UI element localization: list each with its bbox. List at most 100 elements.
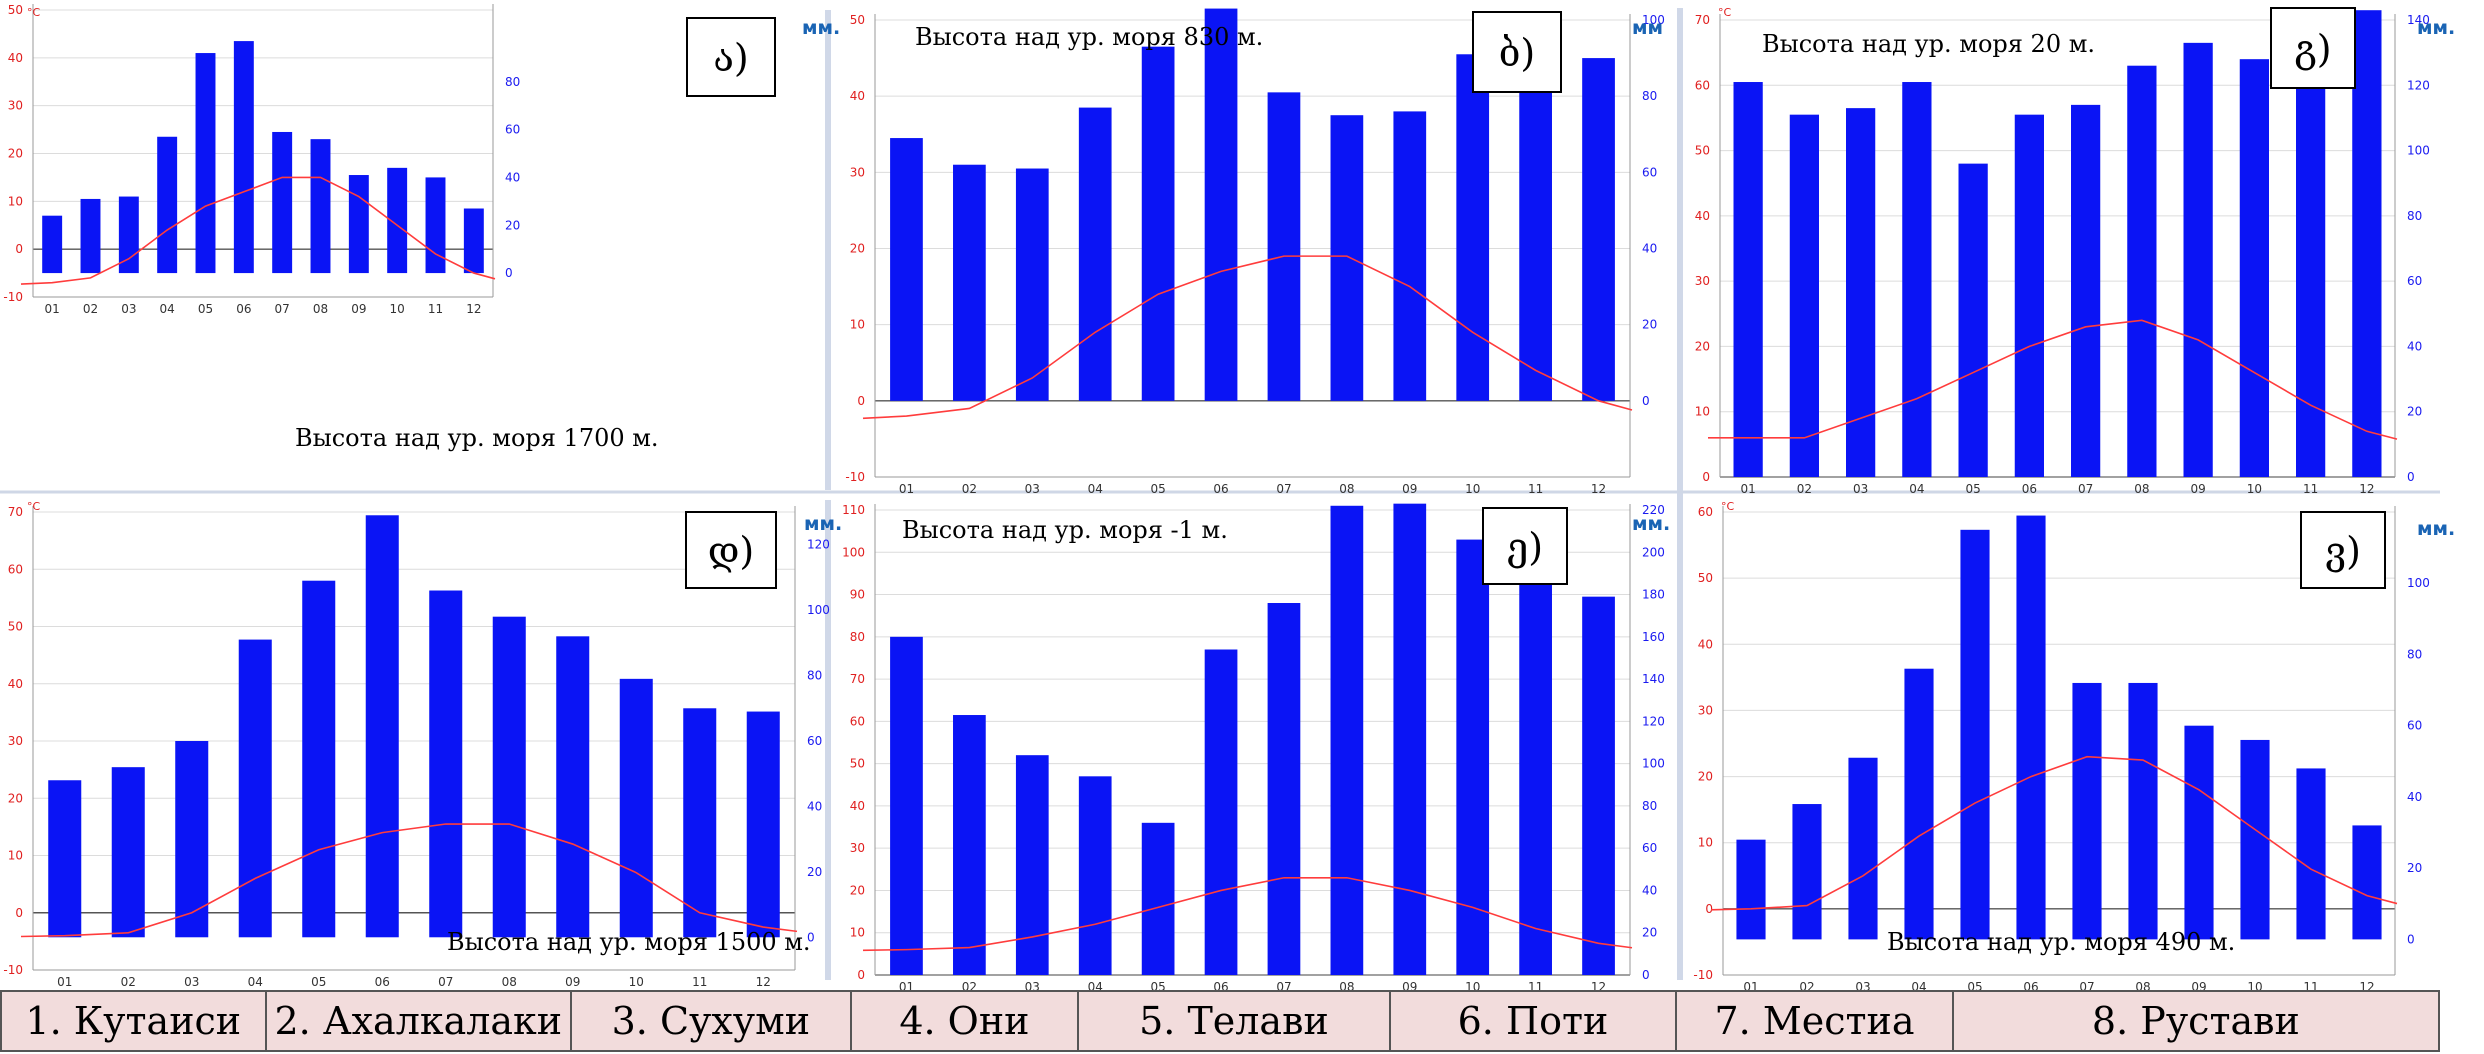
y-right-unit: мм.	[802, 17, 840, 39]
x-tick-label: 04	[1909, 482, 1924, 496]
precipitation-bar	[1789, 114, 1819, 478]
y-right-tick-label: 180	[1642, 588, 1665, 602]
legend-item: 3. Сухуми	[572, 992, 852, 1050]
climate-chart: -10 0 10 20 30 40 50 0 20 40 60 80 01 02 03 04 05 06 07 08 0…	[3, 3, 840, 452]
precipitation-bar	[348, 175, 369, 274]
y-left-tick-label: 30	[8, 734, 23, 748]
temperature-line	[1710, 755, 2398, 911]
elevation-annotation: Высота над ур. моря 20 м.	[1762, 30, 2095, 58]
city-legend: 1. Кутаиси 2. Ахалкалаки 3. Сухуми 4. Он…	[0, 990, 2440, 1052]
y-left-tick-label: 0	[15, 242, 23, 256]
precipitation-bar	[1015, 168, 1049, 401]
y-right-tick-label: 20	[2407, 861, 2422, 875]
y-left-tick-label: 40	[850, 89, 865, 103]
x-tick-label: 09	[2190, 482, 2205, 496]
precipitation-bar	[890, 636, 923, 975]
precipitation-bar	[157, 136, 178, 274]
y-left-tick-label: 40	[1698, 637, 1713, 651]
y-right-tick-label: 60	[2407, 274, 2422, 288]
y-left-tick-label: 60	[8, 562, 23, 576]
x-tick-label: 09	[351, 302, 366, 316]
x-tick-label: 02	[83, 302, 98, 316]
y-right-tick-label: 200	[1642, 545, 1665, 559]
chart-badge-label: ე)	[1507, 525, 1543, 569]
y-left-tick-label: 20	[850, 883, 865, 897]
y-left-tick-label: 20	[1698, 770, 1713, 784]
y-left-tick-label: 60	[1695, 78, 1710, 92]
y-right-unit: мм.	[804, 513, 842, 535]
y-right-tick-label: 60	[807, 734, 822, 748]
y-right-unit: мм	[1632, 17, 1663, 39]
precipitation-bar	[556, 636, 590, 938]
y-right-tick-label: 0	[2407, 932, 2415, 946]
precipitation-bar	[1015, 755, 1049, 975]
y-left-tick-label: 20	[8, 791, 23, 805]
x-tick-label: 03	[1025, 482, 1040, 496]
x-tick-label: 04	[160, 302, 175, 316]
y-left-tick-label: 30	[1695, 274, 1710, 288]
y-right-tick-label: 40	[1642, 883, 1657, 897]
climate-chart: -10 0 10 20 30 40 50 60 70 0 20 40 60 80 100 120 01 02 03 0…	[3, 500, 842, 989]
precipitation-bar	[1141, 822, 1175, 975]
legend-item: 4. Они	[852, 992, 1080, 1050]
y-right-tick-label: 80	[1642, 799, 1657, 813]
x-tick-label: 01	[57, 975, 72, 989]
precipitation-bar	[1960, 529, 1990, 940]
y-right-tick-label: 100	[1642, 757, 1665, 771]
x-tick-label: 02	[962, 482, 977, 496]
x-tick-label: 01	[899, 482, 914, 496]
precipitation-bar	[1456, 54, 1490, 401]
y-right-tick-label: 60	[505, 123, 520, 137]
y-left-tick-label: 40	[850, 799, 865, 813]
y-right-tick-label: 0	[1642, 968, 1650, 982]
precipitation-bar	[387, 167, 408, 274]
climate-chart: -10 0 10 20 30 40 50 0 20 40 60 80 100 01 02 03 04 05 06 07…	[845, 8, 1665, 496]
y-left-tick-label: 50	[850, 13, 865, 27]
y-left-tick-label: 50	[8, 620, 23, 634]
y-right-tick-label: 220	[1642, 503, 1665, 517]
precipitation-bar	[429, 590, 463, 938]
y-left-tick-label: 0	[857, 394, 865, 408]
y-left-unit: °C	[1718, 6, 1732, 19]
precipitation-bar	[272, 131, 293, 274]
precipitation-bar	[365, 515, 399, 938]
chart-badge	[1482, 507, 1568, 585]
precipitation-bar	[2183, 42, 2213, 477]
legend-item: 7. Местиа	[1677, 992, 1954, 1050]
x-tick-label: 06	[375, 975, 390, 989]
y-left-tick-label: 50	[8, 3, 23, 17]
x-tick-label: 02	[1797, 482, 1812, 496]
y-left-tick-label: 50	[850, 757, 865, 771]
precipitation-bar	[492, 616, 526, 938]
y-right-tick-label: 0	[505, 266, 513, 280]
precipitation-bar	[1519, 564, 1552, 975]
x-tick-label: 12	[466, 302, 481, 316]
x-tick-label: 03	[1853, 482, 1868, 496]
precipitation-bar	[1141, 46, 1175, 401]
y-left-tick-label: 10	[850, 318, 865, 332]
precipitation-bar	[1904, 668, 1934, 940]
x-tick-label: 07	[438, 975, 453, 989]
x-tick-label: 06	[236, 302, 251, 316]
y-right-tick-label: 0	[1642, 394, 1650, 408]
precipitation-bar	[175, 741, 209, 938]
y-right-tick-label: 0	[807, 930, 815, 944]
y-left-tick-label: 100	[842, 545, 865, 559]
y-left-tick-label: 80	[850, 630, 865, 644]
precipitation-bar	[1733, 82, 1763, 478]
precipitation-bar	[42, 215, 63, 274]
precipitation-bar	[425, 177, 446, 274]
precipitation-bar	[619, 678, 653, 938]
x-tick-label: 01	[45, 302, 60, 316]
precipitation-bar	[683, 708, 717, 938]
y-right-unit: мм.	[1632, 513, 1670, 535]
y-right-tick-label: 60	[1642, 841, 1657, 855]
x-tick-label: 08	[2134, 482, 2149, 496]
y-left-tick-label: 50	[1695, 144, 1710, 158]
temperature-line	[20, 176, 496, 285]
precipitation-bar	[111, 767, 145, 938]
precipitation-bar	[1519, 92, 1552, 401]
y-left-tick-label: -10	[1693, 968, 1713, 982]
precipitation-bar	[1330, 505, 1364, 975]
